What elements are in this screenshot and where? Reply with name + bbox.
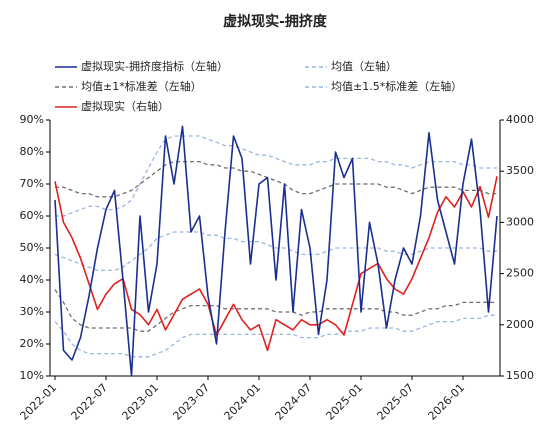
legend-label: 均值±1.5*标准差（左轴） <box>331 79 462 93</box>
x-tick-label: 2025-01 <box>324 381 366 423</box>
y-tick-label: 90% <box>20 113 44 126</box>
y-tick-label: 40% <box>20 273 44 286</box>
x-tick-label: 2024-01 <box>222 381 264 423</box>
series-line <box>54 231 497 272</box>
y2-tick-label: 4000 <box>506 113 534 126</box>
x-tick-label: 2022-07 <box>69 381 111 423</box>
x-tick-label: 2024-07 <box>273 381 315 423</box>
series-line <box>54 125 498 377</box>
chart-title: 虚拟现实-拥挤度 <box>223 13 328 30</box>
series-line <box>54 314 497 358</box>
y2-tick-label: 3500 <box>506 164 534 177</box>
y-tick-label: 50% <box>20 241 44 254</box>
y-tick-label: 60% <box>20 209 44 222</box>
x-tick-label: 2025-07 <box>375 381 417 423</box>
series-line <box>54 289 497 332</box>
series-line <box>55 160 497 198</box>
x-tick-label: 2022-01 <box>18 381 60 423</box>
x-tick-label: 2023-07 <box>171 381 213 423</box>
x-tick-label: 2023-01 <box>120 381 162 423</box>
y2-tick-label: 2500 <box>506 267 534 280</box>
series-line <box>54 176 498 352</box>
y2-tick-label: 1500 <box>506 369 534 382</box>
y2-tick-label: 3000 <box>506 215 534 228</box>
y-tick-label: 10% <box>20 369 44 382</box>
y-tick-label: 20% <box>20 337 44 350</box>
legend-label: 虚拟现实（右轴） <box>81 99 169 113</box>
legend-label: 均值±1*标准差（左轴） <box>81 79 202 93</box>
legend-label: 均值（左轴） <box>331 59 397 73</box>
y-tick-label: 70% <box>20 177 44 190</box>
x-tick-label: 2026-01 <box>426 381 468 423</box>
y2-tick-label: 2000 <box>506 318 534 331</box>
series-line <box>55 135 497 217</box>
y-tick-label: 80% <box>20 145 44 158</box>
legend-label: 虚拟现实-拥挤度指标（左轴） <box>81 59 228 73</box>
y-tick-label: 30% <box>20 305 44 318</box>
